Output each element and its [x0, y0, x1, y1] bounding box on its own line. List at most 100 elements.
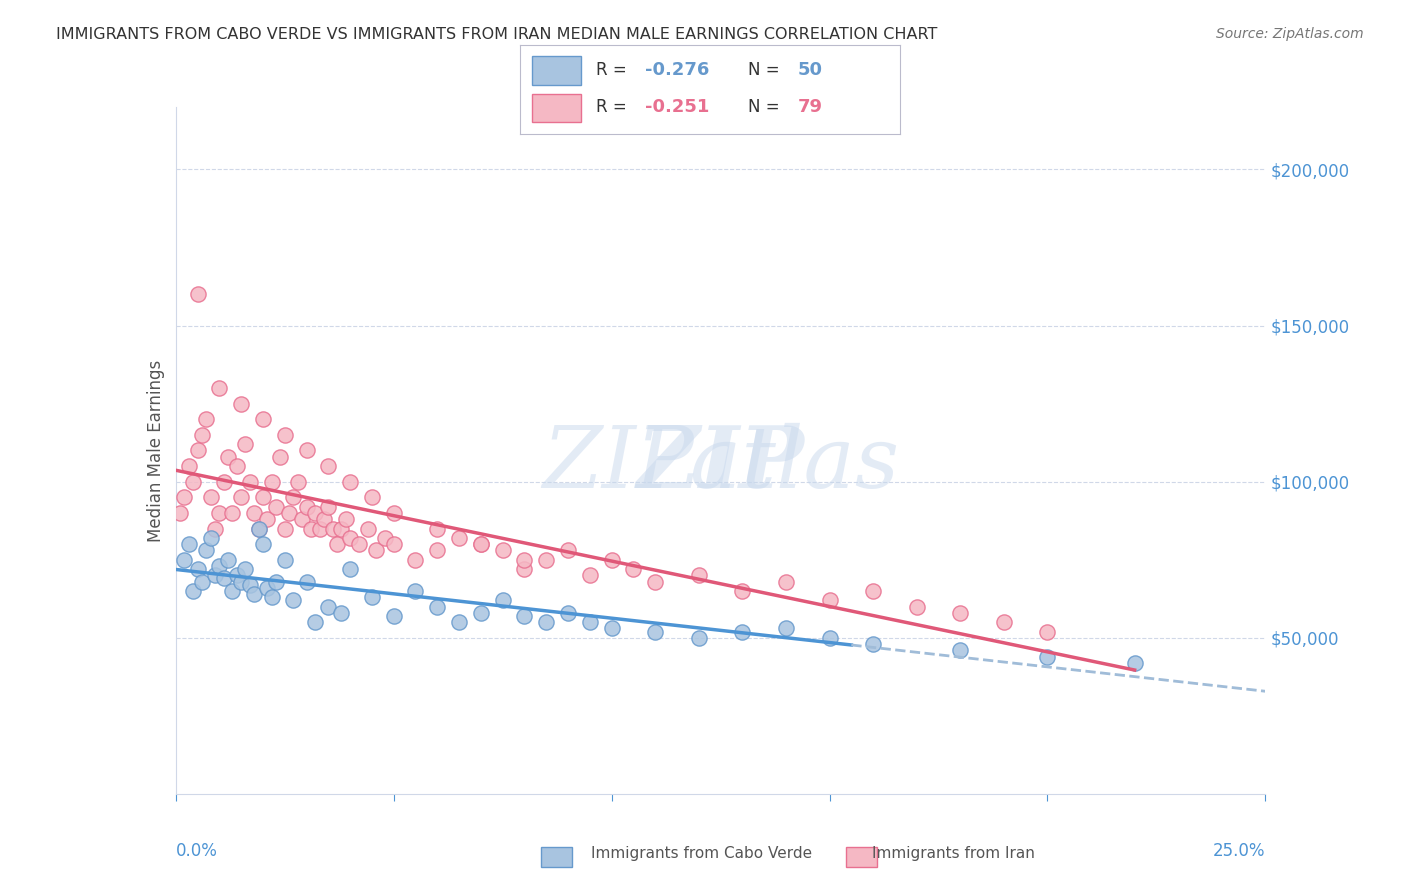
- Point: [360, 591, 382, 605]
- Point: [212, 571, 235, 585]
- Point: [322, 521, 344, 535]
- Text: N =: N =: [748, 98, 779, 116]
- Point: [239, 475, 262, 489]
- Point: [278, 506, 301, 520]
- Point: [470, 606, 492, 620]
- Point: [186, 562, 209, 576]
- Point: [269, 450, 291, 464]
- Text: 79: 79: [797, 98, 823, 116]
- Point: [405, 552, 427, 567]
- Point: [169, 506, 191, 520]
- Point: [231, 396, 253, 410]
- Point: [186, 443, 209, 458]
- Point: [204, 521, 226, 535]
- Point: [492, 593, 515, 607]
- Point: [299, 521, 322, 535]
- Text: N =: N =: [748, 61, 779, 78]
- Point: [382, 608, 405, 623]
- Point: [621, 562, 644, 576]
- Point: [534, 615, 557, 630]
- Point: [470, 537, 492, 551]
- Point: [264, 500, 287, 514]
- Point: [644, 624, 666, 639]
- Point: [247, 521, 270, 535]
- Text: ZIP: ZIP: [637, 423, 804, 506]
- Point: [287, 475, 309, 489]
- Point: [256, 512, 278, 526]
- Point: [775, 574, 797, 589]
- Text: Immigrants from Cabo Verde: Immigrants from Cabo Verde: [591, 846, 811, 861]
- Point: [212, 475, 235, 489]
- Point: [492, 543, 515, 558]
- Point: [239, 578, 262, 592]
- Point: [283, 490, 305, 504]
- Text: -0.251: -0.251: [645, 98, 710, 116]
- Point: [260, 475, 283, 489]
- Point: [513, 608, 536, 623]
- Text: Source: ZipAtlas.com: Source: ZipAtlas.com: [1216, 27, 1364, 41]
- Point: [225, 458, 247, 473]
- Point: [260, 591, 283, 605]
- Text: 25.0%: 25.0%: [1213, 842, 1265, 860]
- Point: [600, 552, 623, 567]
- Point: [283, 593, 305, 607]
- Point: [231, 490, 253, 504]
- Text: -0.276: -0.276: [645, 61, 710, 78]
- Point: [426, 599, 449, 614]
- Point: [1123, 656, 1146, 670]
- Point: [243, 587, 266, 601]
- Point: [534, 552, 557, 567]
- Point: [426, 543, 449, 558]
- Point: [235, 562, 257, 576]
- Point: [221, 583, 243, 598]
- Point: [204, 568, 226, 582]
- Point: [173, 552, 195, 567]
- Point: [579, 568, 602, 582]
- Point: [295, 500, 318, 514]
- Point: [330, 521, 353, 535]
- Text: R =: R =: [596, 61, 627, 78]
- Point: [225, 568, 247, 582]
- Point: [862, 637, 884, 651]
- Point: [221, 506, 243, 520]
- Point: [318, 599, 340, 614]
- Text: IMMIGRANTS FROM CABO VERDE VS IMMIGRANTS FROM IRAN MEDIAN MALE EARNINGS CORRELAT: IMMIGRANTS FROM CABO VERDE VS IMMIGRANTS…: [56, 27, 938, 42]
- Point: [177, 537, 200, 551]
- Point: [326, 537, 349, 551]
- Point: [181, 583, 204, 598]
- Point: [949, 606, 972, 620]
- Point: [382, 506, 405, 520]
- Point: [217, 552, 239, 567]
- Point: [256, 581, 278, 595]
- Point: [274, 427, 297, 442]
- Point: [186, 287, 209, 301]
- Point: [470, 537, 492, 551]
- Point: [688, 631, 710, 645]
- Text: R =: R =: [596, 98, 627, 116]
- Point: [731, 583, 754, 598]
- Point: [775, 621, 797, 635]
- Point: [360, 490, 382, 504]
- FancyBboxPatch shape: [531, 56, 581, 85]
- Point: [818, 593, 841, 607]
- Point: [382, 537, 405, 551]
- Point: [426, 521, 449, 535]
- Point: [579, 615, 602, 630]
- Point: [195, 412, 218, 426]
- Point: [235, 437, 257, 451]
- Point: [304, 615, 326, 630]
- Point: [374, 531, 396, 545]
- Point: [191, 427, 214, 442]
- Point: [191, 574, 214, 589]
- Point: [688, 568, 710, 582]
- FancyBboxPatch shape: [531, 94, 581, 122]
- Point: [600, 621, 623, 635]
- Point: [274, 521, 297, 535]
- Point: [949, 643, 972, 657]
- Point: [208, 558, 231, 574]
- Point: [181, 475, 204, 489]
- Point: [335, 512, 357, 526]
- Point: [291, 512, 314, 526]
- Point: [295, 443, 318, 458]
- Text: 0.0%: 0.0%: [176, 842, 218, 860]
